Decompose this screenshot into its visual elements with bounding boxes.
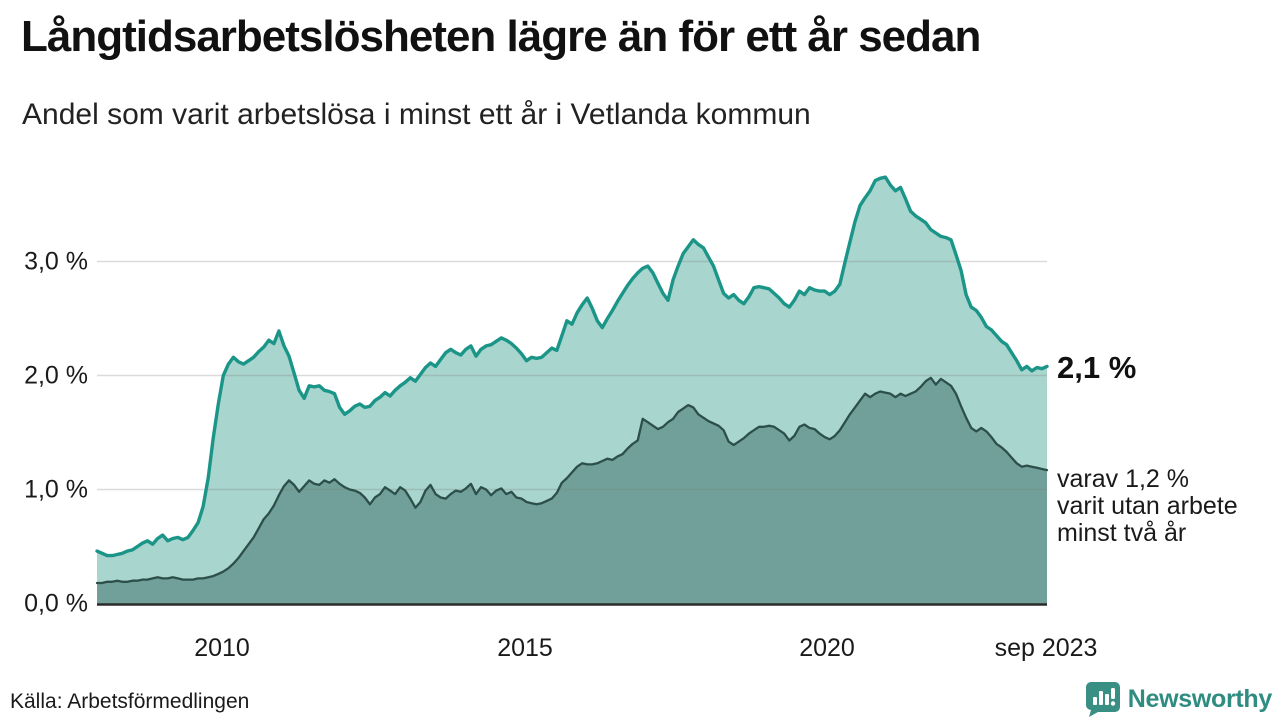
series1-end-value-label: 2,1 %: [1057, 350, 1137, 385]
y-axis-tick-0: 0,0 %: [24, 589, 88, 618]
newsworthy-logo: Newsworthy: [1084, 681, 1272, 717]
y-axis-tick-1: 1,0 %: [24, 475, 88, 504]
y-axis-tick-2: 2,0 %: [24, 361, 88, 390]
annotation-line-3: minst två år: [1057, 519, 1187, 547]
x-axis-tick-2010: 2010: [194, 634, 250, 662]
x-axis-tick-sep2023: sep 2023: [994, 634, 1098, 662]
series2-end-annotation: varav 1,2 % varit utan arbete minst två …: [1057, 466, 1238, 547]
x-axis-tick-2015: 2015: [497, 634, 553, 662]
newsworthy-logo-text: Newsworthy: [1127, 684, 1273, 713]
page-title: Långtidsarbetslösheten lägre än för ett …: [21, 12, 981, 61]
newsworthy-logo-icon: [1085, 682, 1120, 717]
annotation-line-2: varit utan arbete: [1057, 492, 1238, 520]
source-credit: Källa: Arbetsförmedlingen: [10, 690, 250, 713]
chart-subtitle: Andel som varit arbetslösa i minst ett å…: [22, 98, 811, 131]
annotation-line-1: varav 1,2 %: [1057, 465, 1190, 493]
y-axis-tick-3: 3,0 %: [24, 247, 88, 276]
x-axis-tick-2020: 2020: [799, 634, 855, 662]
